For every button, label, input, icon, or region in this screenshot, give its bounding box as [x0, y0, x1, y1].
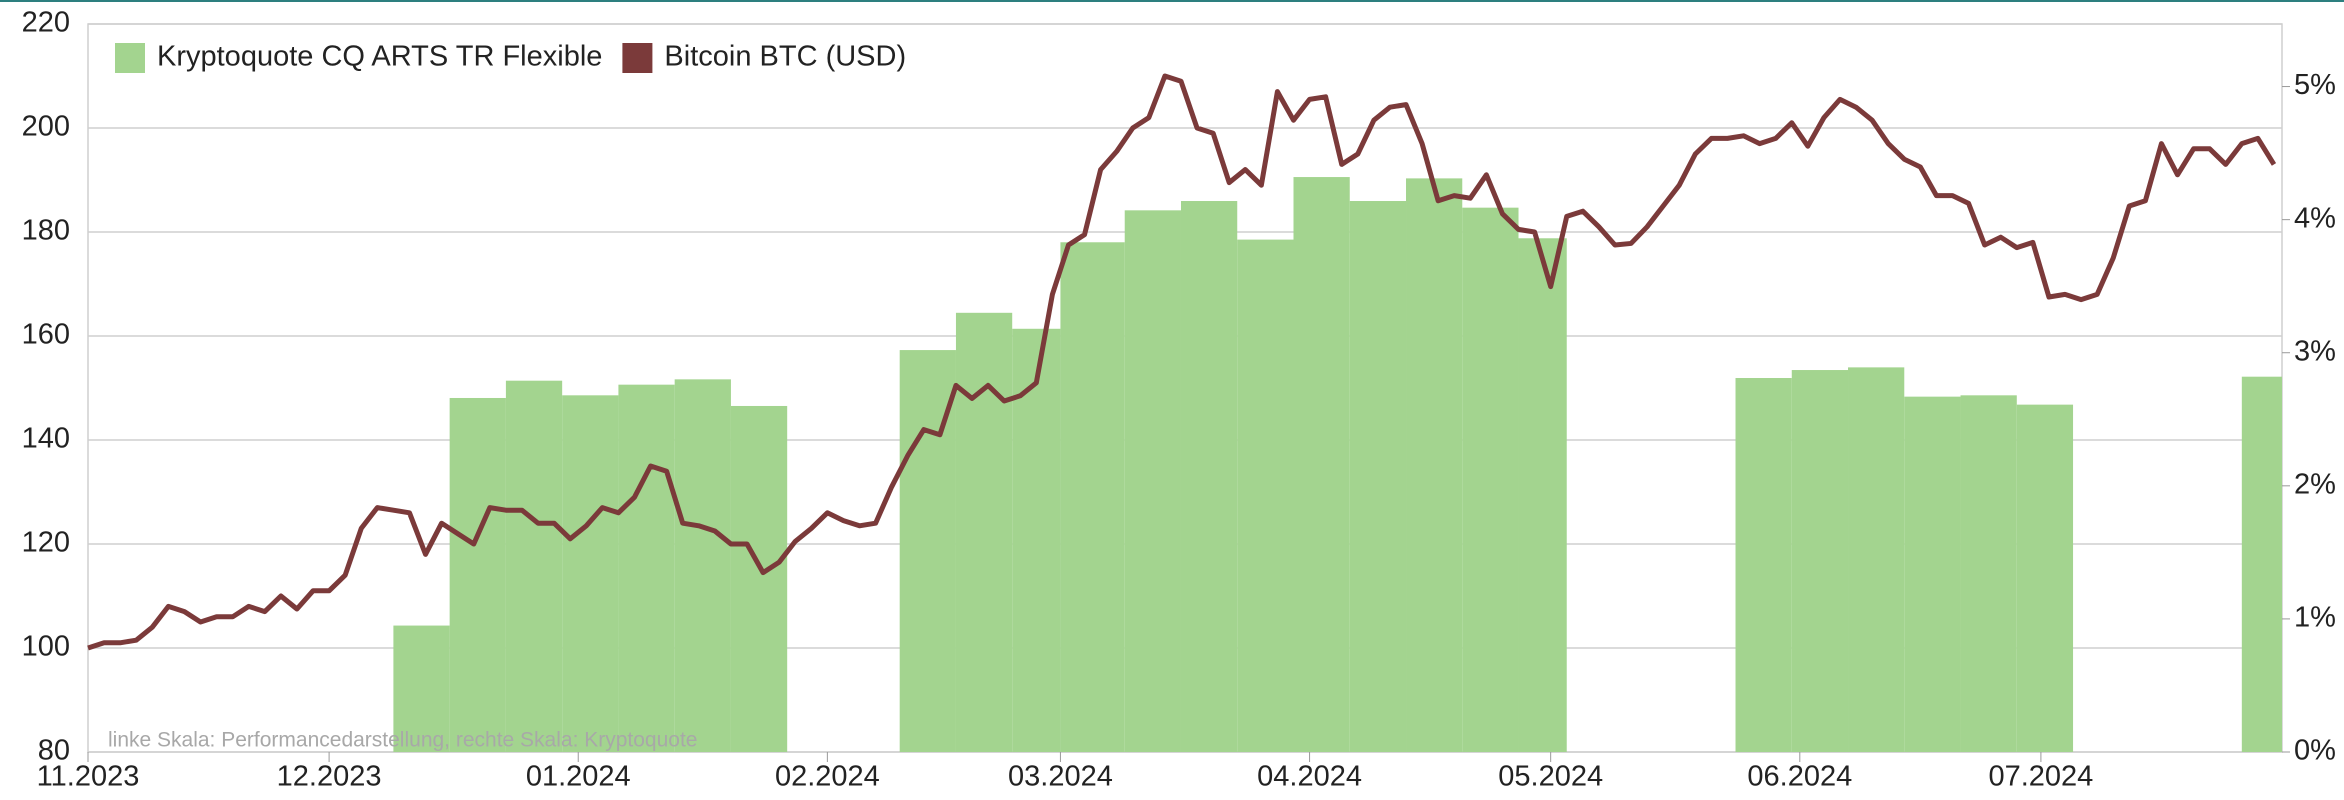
bar	[1735, 378, 1792, 752]
y-tick-label: 120	[22, 527, 70, 559]
lines	[87, 73, 2277, 651]
y-tick-label: 140	[22, 423, 70, 455]
bar	[449, 397, 506, 752]
line	[87, 73, 2277, 651]
y-tick-label: 200	[22, 111, 70, 143]
annotation: linke Skala: Performancedarstellung, rec…	[108, 729, 698, 752]
bar	[1462, 207, 1519, 752]
axes: 80 100 120 140 160 180 200 220 0% 1% 2% 3% 4% 5% 11.20…	[22, 7, 2336, 793]
bar	[393, 625, 450, 752]
y2-tick-label: 3%	[2294, 335, 2336, 367]
bar	[505, 380, 563, 752]
y2-tick-label: 4%	[2294, 202, 2336, 234]
x-tick-label: 07.2024	[1988, 761, 2093, 793]
bar	[1180, 201, 1238, 752]
x-tick-label: 11.2023	[37, 761, 140, 793]
x-tick-label: 12.2023	[277, 761, 382, 793]
bar	[562, 395, 619, 752]
legend: Kryptoquote CQ ARTS TR Flexible Bitcoin B…	[115, 41, 906, 73]
bar	[1848, 367, 1905, 752]
bar	[674, 379, 731, 752]
y2-tick-label: 2%	[2294, 468, 2336, 500]
bar	[2016, 404, 2074, 752]
bar	[1960, 395, 2017, 752]
bars	[393, 177, 2282, 753]
x-tick-label: 06.2024	[1747, 761, 1852, 793]
bar	[1293, 177, 1350, 753]
x-tick-label: 01.2024	[526, 761, 631, 793]
bar	[1791, 370, 1849, 752]
bar	[1518, 238, 1567, 752]
bar	[1124, 210, 1181, 752]
bar	[1349, 201, 1407, 752]
bar	[1060, 242, 1125, 752]
y2-tick-label: 1%	[2294, 602, 2336, 634]
y2-tick-label: 0%	[2294, 735, 2336, 767]
bar	[618, 384, 675, 752]
legend-swatch	[622, 43, 653, 73]
x-tick-label: 02.2024	[775, 761, 880, 793]
y-tick-label: 160	[22, 319, 70, 351]
x-tick-label: 04.2024	[1257, 761, 1362, 793]
bar	[730, 405, 788, 752]
y2-tick-label: 5%	[2294, 69, 2336, 101]
y-tick-label: 180	[22, 215, 70, 247]
bar	[1012, 328, 1061, 752]
x-tick-label: 03.2024	[1008, 761, 1113, 793]
bar	[955, 312, 1013, 752]
legend-label: Kryptoquote CQ ARTS TR Flexible	[157, 41, 602, 73]
x-tick-label: 05.2024	[1498, 761, 1603, 793]
y-tick-label: 100	[22, 631, 70, 663]
legend-swatch	[115, 43, 145, 73]
y-tick-label: 220	[22, 7, 70, 39]
bar	[1237, 239, 1294, 753]
bar	[1904, 396, 1961, 752]
bar	[2241, 376, 2282, 752]
y-tick-label: 80	[38, 735, 70, 767]
bar	[1406, 178, 1463, 752]
legend-label: Bitcoin BTC (USD)	[664, 41, 906, 73]
